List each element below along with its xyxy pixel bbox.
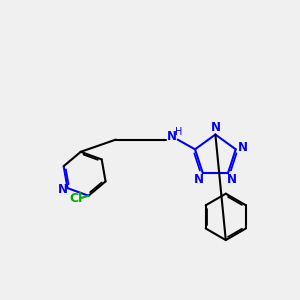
Text: H: H — [175, 127, 182, 137]
Text: N: N — [210, 121, 220, 134]
Text: N: N — [238, 140, 248, 154]
Text: N: N — [167, 130, 177, 142]
Text: Cl: Cl — [69, 192, 82, 205]
Text: N: N — [227, 173, 237, 186]
Text: N: N — [58, 183, 68, 196]
Text: N: N — [194, 173, 203, 186]
